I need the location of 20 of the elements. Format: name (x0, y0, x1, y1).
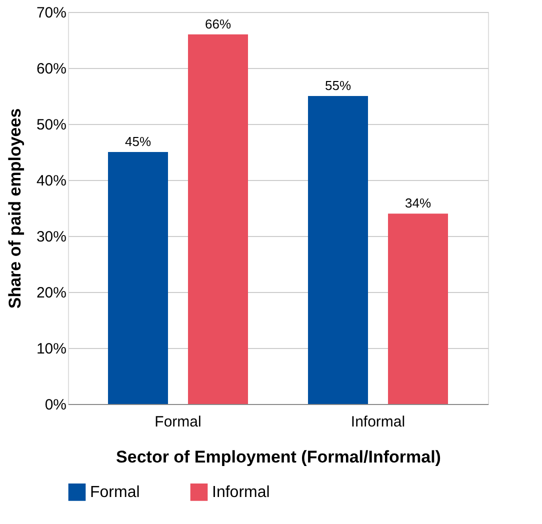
data-label: 45% (124, 134, 152, 149)
bar (308, 96, 368, 404)
y-tick-label: 40% (36, 172, 66, 190)
y-tick-label: 60% (36, 60, 66, 78)
y-axis-title: Share of paid employees (5, 108, 24, 309)
y-tick-label: 0% (44, 396, 66, 414)
y-tick-label: 70% (36, 4, 66, 22)
data-label: 66% (204, 16, 232, 32)
bar (188, 34, 248, 404)
bar (108, 152, 168, 404)
legend-label: Formal (90, 484, 140, 502)
data-label: 34% (404, 196, 432, 211)
y-tick-label: 30% (36, 228, 66, 246)
legend-label: Informal (212, 484, 270, 502)
y-tick-label: 20% (36, 284, 66, 302)
bar (388, 214, 448, 404)
y-tick-label: 10% (36, 340, 66, 358)
x-axis-title: Sector of Employment (Formal/Informal) (116, 448, 441, 466)
data-label: 55% (324, 78, 352, 93)
y-tick-label: 50% (36, 116, 66, 134)
